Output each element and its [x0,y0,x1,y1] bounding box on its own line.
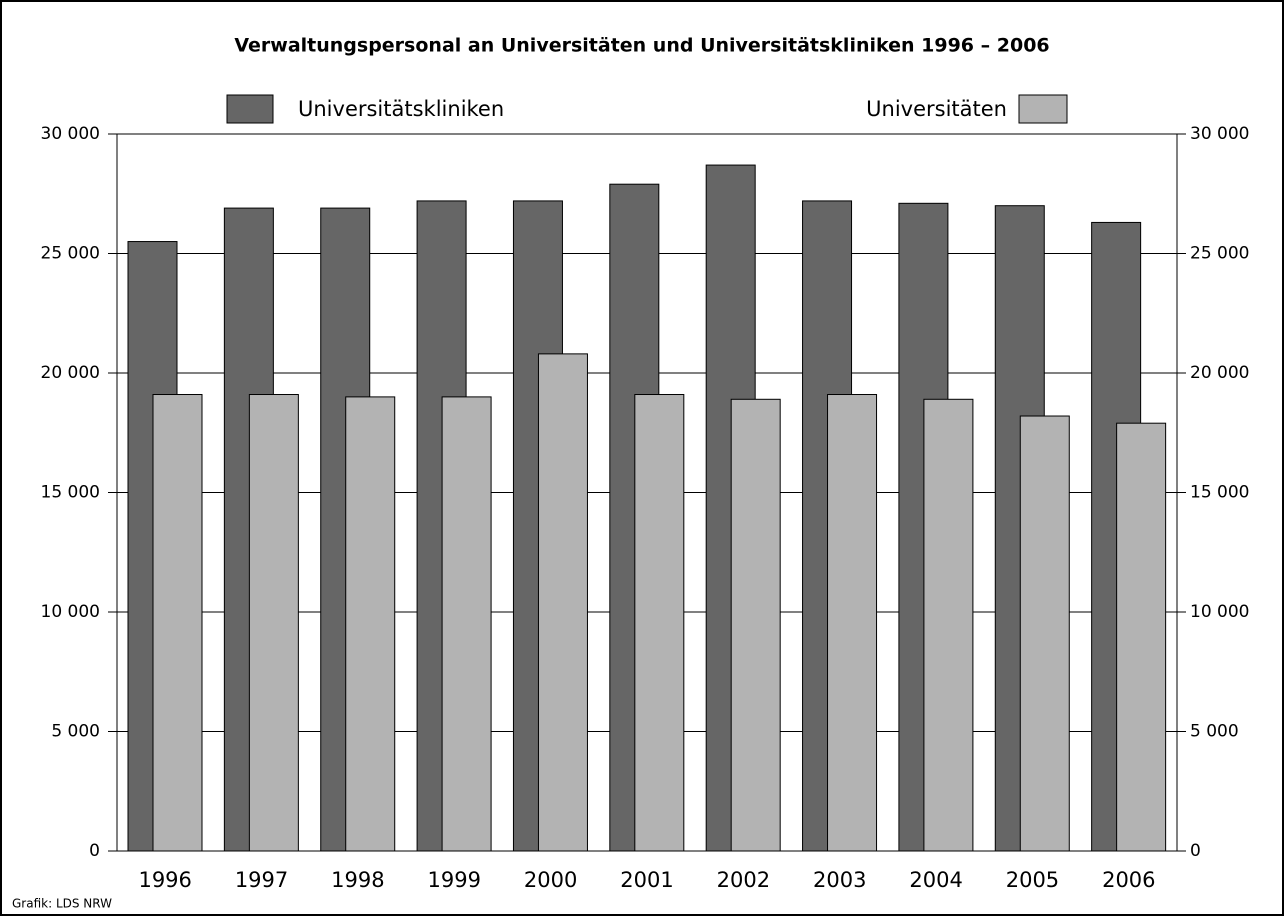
y2-tick-label: 25 000 [1190,244,1249,264]
x-tick-label: 1997 [235,868,288,892]
chart-title: Verwaltungspersonal an Universitäten und… [234,35,1049,57]
bar [1019,415,1070,852]
y-tick-label: 25 000 [41,244,100,264]
y2-tick-label: 10 000 [1190,602,1249,622]
y2-tick-label: 20 000 [1190,363,1249,383]
legend-label: Universitäten [866,97,1007,121]
y-tick-label: 0 [89,841,100,861]
bar [152,394,203,852]
source: Grafik: LDS NRW [12,897,112,911]
bar [1116,422,1167,852]
y-tick-label: 10 000 [41,602,100,622]
x-tick-label: 2006 [1102,868,1155,892]
legend-label: Universitätskliniken [298,97,504,121]
x-tick-label: 2005 [1006,868,1059,892]
x-tick-label: 2003 [813,868,866,892]
y-tick-label: 5 000 [51,722,100,742]
x-tick-label: 2001 [620,868,673,892]
legend-swatch [1018,94,1068,124]
y-tick-label: 30 000 [41,124,100,144]
y2-tick-label: 30 000 [1190,124,1249,144]
x-tick-label: 2002 [717,868,770,892]
y-tick-label: 20 000 [41,363,100,383]
plot-frame [116,133,1178,852]
y2-tick-label: 15 000 [1190,483,1249,503]
bar [248,394,299,852]
y2-tick-label: 5 000 [1190,722,1239,742]
bar [827,394,878,852]
x-tick-label: 1996 [138,868,191,892]
x-tick-label: 2000 [524,868,577,892]
bar [634,394,685,852]
x-tick-label: 1998 [331,868,384,892]
y2-tick-label: 0 [1190,841,1201,861]
bar [345,396,396,852]
bar [441,396,492,852]
x-tick-label: 2004 [909,868,962,892]
legend-swatch [226,94,274,124]
bar [537,353,588,852]
y-tick-label: 15 000 [41,483,100,503]
bar [730,398,781,852]
x-tick-label: 1999 [428,868,481,892]
bar [923,398,974,852]
